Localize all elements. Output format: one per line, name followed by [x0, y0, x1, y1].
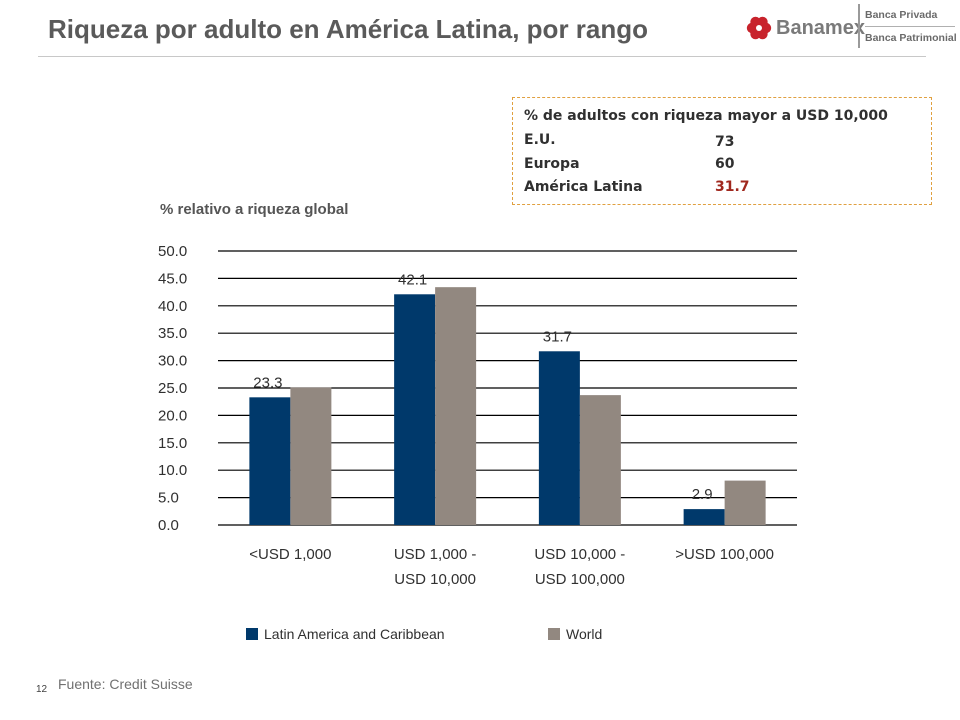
page-title: Riqueza por adulto en América Latina, po… — [48, 14, 649, 44]
legend-label: World — [566, 626, 602, 642]
brand-line-1: Banca Privada — [865, 9, 938, 21]
x-tick-label: USD 1,000 - — [394, 546, 477, 563]
y-tick-label: 20.0 — [158, 407, 187, 424]
bar — [290, 387, 332, 525]
y-tick-label: 30.0 — [158, 353, 187, 370]
info-box-header: % de adultos con riqueza mayor a USD 10,… — [524, 108, 888, 124]
x-tick-label: USD 10,000 - — [534, 546, 625, 563]
bar — [249, 397, 291, 525]
data-label: 42.1 — [398, 271, 427, 288]
x-tick-label: USD 100,000 — [535, 571, 625, 588]
bar — [538, 351, 580, 525]
x-tick-label: >USD 100,000 — [675, 546, 774, 563]
legend-swatch — [548, 628, 560, 640]
info-row-value: 31.7 — [715, 179, 750, 195]
y-tick-label: 10.0 — [158, 462, 187, 479]
source-note: Fuente: Credit Suisse — [58, 676, 193, 692]
brand-line-2: Banca Patrimonial — [865, 32, 957, 44]
bar — [683, 509, 725, 525]
info-row-label: E.U. — [524, 132, 556, 148]
logo-divider — [858, 4, 860, 48]
data-label: 31.7 — [543, 328, 572, 345]
bar — [579, 395, 621, 525]
y-tick-label: 15.0 — [158, 435, 187, 452]
data-label: 2.9 — [692, 486, 713, 503]
y-tick-label: 5.0 — [158, 490, 179, 507]
x-tick-label: <USD 1,000 — [249, 546, 331, 563]
logo-separator — [865, 26, 955, 27]
y-tick-label: 50.0 — [158, 243, 187, 260]
bar-chart: 0.0 5.0 10.0 15.0 20.0 25.0 30.0 35.0 40.0 45.0 50… — [158, 243, 797, 642]
info-row-value: 60 — [715, 156, 735, 172]
info-row-label: América Latina — [524, 179, 643, 195]
banamex-flower-icon — [746, 16, 772, 40]
data-label: 23.3 — [253, 374, 282, 391]
bar — [435, 287, 477, 525]
y-tick-label: 40.0 — [158, 298, 187, 315]
y-tick-label: 0.0 — [158, 517, 179, 534]
info-row-value: 73 — [715, 134, 735, 150]
page-number: 12 — [36, 684, 48, 695]
y-tick-label: 25.0 — [158, 380, 187, 397]
bar — [724, 480, 766, 525]
brand-name: Banamex — [776, 17, 865, 39]
x-tick-label: USD 10,000 — [394, 571, 476, 588]
info-row-label: Europa — [524, 156, 580, 172]
legend-label: Latin America and Caribbean — [264, 626, 445, 642]
brand-logo: Banamex Banca Privada Banca Patrimonial — [744, 2, 957, 52]
info-box: % de adultos con riqueza mayor a USD 10,… — [512, 97, 932, 205]
chart-subtitle: % relativo a riqueza global — [160, 201, 349, 218]
bar — [394, 294, 436, 525]
y-tick-label: 35.0 — [158, 325, 187, 342]
legend-swatch — [246, 628, 258, 640]
y-tick-label: 45.0 — [158, 270, 187, 287]
title-divider — [38, 56, 926, 57]
